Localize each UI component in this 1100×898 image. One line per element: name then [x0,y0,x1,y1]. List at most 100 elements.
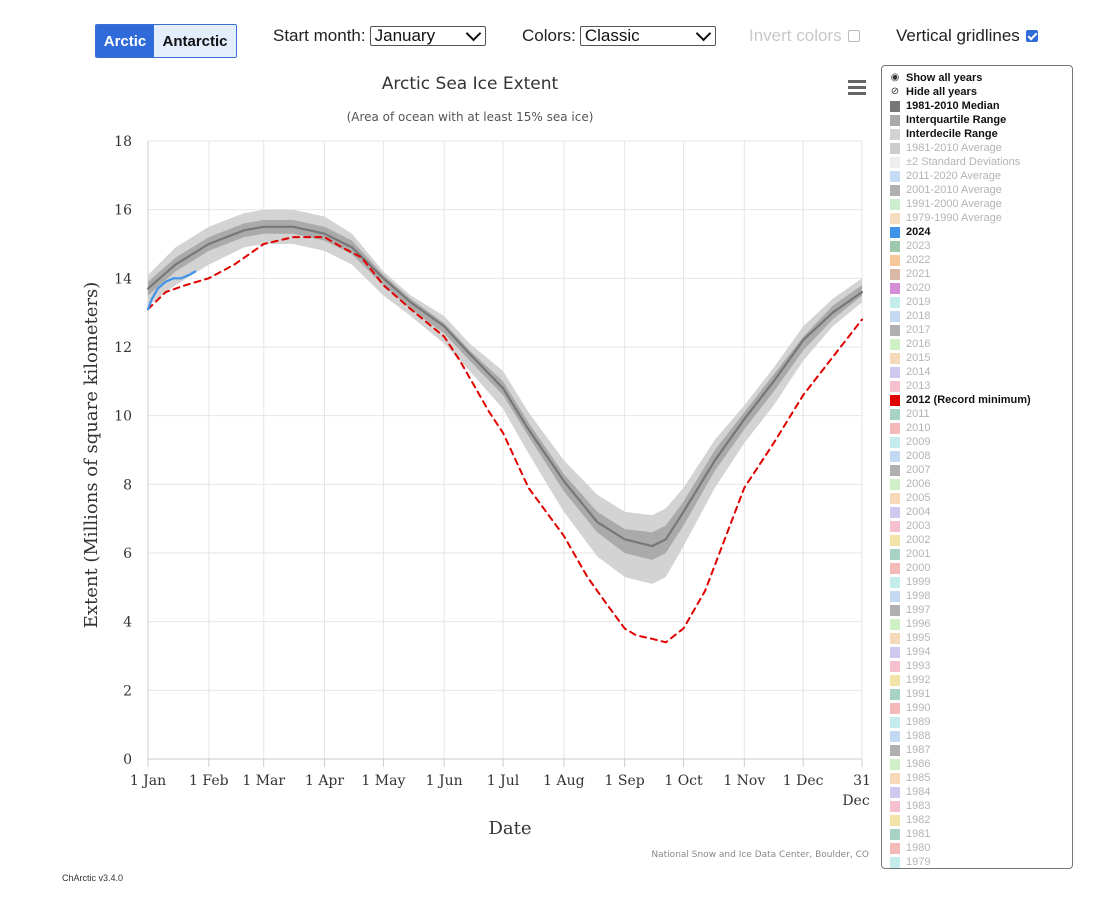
legend-swatch [890,632,900,644]
legend-item-label: 2009 [906,436,931,448]
legend-item[interactable]: 1981-2010 Average [890,141,1072,155]
legend-item[interactable]: 1986 [890,757,1072,771]
antarctic-button[interactable]: Antarctic [154,25,236,57]
legend-item[interactable]: 1981 [890,827,1072,841]
legend-item-label: 1990 [906,702,931,714]
x-tick-label: 1 Jan [130,773,166,789]
y-tick-label: 16 [114,203,132,219]
legend-swatch [890,506,900,518]
colors-select[interactable]: Classic [579,25,716,46]
legend-item[interactable]: 1996 [890,617,1072,631]
legend-swatch [890,828,900,840]
legend-item[interactable]: 1992 [890,673,1072,687]
legend-swatch [890,786,900,798]
legend-swatch [890,338,900,350]
legend-item[interactable]: 2014 [890,365,1072,379]
legend-item[interactable]: 2000 [890,561,1072,575]
chart-menu-icon[interactable] [848,80,866,95]
show-all-years-button[interactable]: ◉ Show all years [890,71,1072,85]
x-tick-label: 1 Mar [242,773,285,789]
legend-item[interactable]: 1999 [890,575,1072,589]
legend-item[interactable]: 1989 [890,715,1072,729]
legend-item[interactable]: 2012 (Record minimum) [890,393,1072,407]
legend-item[interactable]: 2019 [890,295,1072,309]
start-month-select[interactable]: January [369,25,486,46]
legend-item[interactable]: 1984 [890,785,1072,799]
y-tick-label: 12 [114,340,132,356]
legend-item[interactable]: 1980 [890,841,1072,855]
legend-action-label: Show all years [906,72,983,84]
legend-item[interactable]: 1990 [890,701,1072,715]
legend-item[interactable]: 1985 [890,771,1072,785]
eye-icon: ◉ [890,72,900,83]
hide-all-years-button[interactable]: ⊘ Hide all years [890,85,1072,99]
legend-swatch [890,184,900,196]
chart-title: Arctic Sea Ice Extent [382,74,559,94]
legend-item[interactable]: 2001 [890,547,1072,561]
legend-item[interactable]: 2022 [890,253,1072,267]
legend-item[interactable]: 2006 [890,477,1072,491]
legend-item-label: ±2 Standard Deviations [906,156,1021,168]
vertical-gridlines-checkbox[interactable] [1025,30,1038,42]
legend-item[interactable]: 1979-1990 Average [890,211,1072,225]
legend-item[interactable]: Interdecile Range [890,127,1072,141]
legend-item[interactable]: Interquartile Range [890,113,1072,127]
legend-swatch [890,100,900,112]
legend-item-label: 2008 [906,450,931,462]
legend-item[interactable]: 2013 [890,379,1072,393]
x-tick-label: 1 Oct [664,773,703,789]
legend-item-label: 1991-2000 Average [906,198,1002,210]
legend-item[interactable]: 2008 [890,449,1072,463]
legend-swatch [890,128,900,140]
legend-item[interactable]: 2010 [890,421,1072,435]
invert-colors-checkbox[interactable] [847,30,860,42]
legend-item[interactable]: 1998 [890,589,1072,603]
legend-item[interactable]: 1995 [890,631,1072,645]
legend-item[interactable]: 1993 [890,659,1072,673]
legend-item[interactable]: 1988 [890,729,1072,743]
legend-item[interactable]: 2016 [890,337,1072,351]
legend-item[interactable]: 2001-2010 Average [890,183,1072,197]
legend-swatch [890,366,900,378]
legend-item[interactable]: ±2 Standard Deviations [890,155,1072,169]
legend-item[interactable]: 1991-2000 Average [890,197,1072,211]
legend-item[interactable]: 1981-2010 Median [890,99,1072,113]
legend-item-label: 1992 [906,674,931,686]
legend-swatch [890,282,900,294]
colors-value: Classic [584,26,640,45]
legend-item[interactable]: 2020 [890,281,1072,295]
legend-item[interactable]: 1997 [890,603,1072,617]
legend-swatch [890,170,900,182]
legend-item[interactable]: 2007 [890,463,1072,477]
legend-item[interactable]: 2024 [890,225,1072,239]
legend-item[interactable]: 1987 [890,743,1072,757]
legend-swatch [890,702,900,714]
legend-item[interactable]: 2009 [890,435,1072,449]
legend-item[interactable]: 1979 [890,855,1072,868]
legend-item[interactable]: 2021 [890,267,1072,281]
legend-item[interactable]: 2002 [890,533,1072,547]
y-tick-label: 2 [123,683,132,699]
legend-item-label: 2015 [906,352,931,364]
legend-item[interactable]: 2011 [890,407,1072,421]
legend-item-label: 2013 [906,380,931,392]
legend-swatch [890,310,900,322]
legend-item[interactable]: 1983 [890,799,1072,813]
x-tick-label: Dec [842,793,870,809]
legend-item-label: 2006 [906,478,931,490]
legend-item[interactable]: 2015 [890,351,1072,365]
legend-item[interactable]: 2017 [890,323,1072,337]
legend-swatch [890,478,900,490]
legend-item[interactable]: 2003 [890,519,1072,533]
arctic-button[interactable]: Arctic [96,25,154,57]
legend-swatch [890,758,900,770]
legend-item[interactable]: 1991 [890,687,1072,701]
x-tick-label: 1 Feb [189,773,229,789]
legend-item[interactable]: 2023 [890,239,1072,253]
legend-item[interactable]: 2011-2020 Average [890,169,1072,183]
legend-item[interactable]: 2005 [890,491,1072,505]
legend-item[interactable]: 2018 [890,309,1072,323]
legend-item[interactable]: 2004 [890,505,1072,519]
legend-item[interactable]: 1982 [890,813,1072,827]
legend-item[interactable]: 1994 [890,645,1072,659]
